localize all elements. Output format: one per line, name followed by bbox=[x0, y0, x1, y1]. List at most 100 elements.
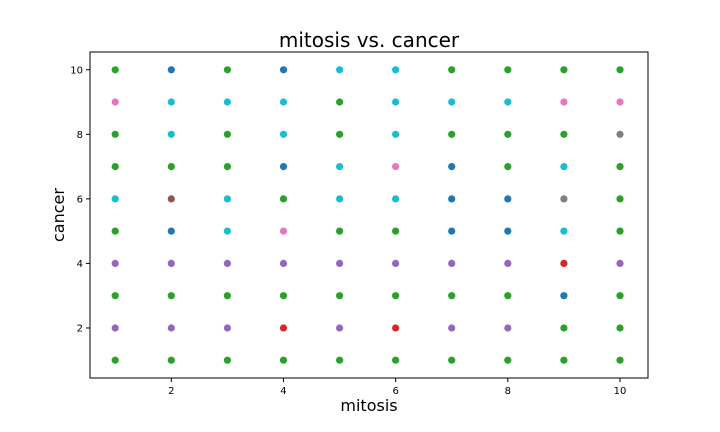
x-tick-label: 10 bbox=[614, 386, 627, 397]
x-tick-label: 8 bbox=[505, 386, 511, 397]
data-point-x8-y5 bbox=[504, 227, 512, 235]
data-point-x6-y2 bbox=[392, 324, 400, 332]
x-axis-ticks: 2 4 6 8 10 bbox=[168, 378, 626, 397]
data-point-x5-y3 bbox=[336, 292, 344, 300]
data-point-x3-y3 bbox=[223, 292, 231, 300]
data-point-x10-y8 bbox=[616, 130, 624, 138]
data-point-x5-y6 bbox=[336, 195, 344, 203]
data-point-x3-y5 bbox=[223, 227, 231, 235]
data-point-x9-y5 bbox=[560, 227, 568, 235]
y-tick-label: 2 bbox=[77, 323, 83, 334]
y-tick-label: 8 bbox=[77, 130, 83, 141]
y-tick-label: 4 bbox=[77, 259, 83, 270]
data-point-x1-y4 bbox=[111, 259, 119, 267]
data-point-x5-y9 bbox=[336, 98, 344, 106]
data-point-x6-y1 bbox=[392, 356, 400, 364]
data-point-x2-y6 bbox=[167, 195, 175, 203]
data-point-x10-y9 bbox=[616, 98, 624, 106]
x-tick-label: 4 bbox=[280, 386, 286, 397]
data-point-x4-y1 bbox=[279, 356, 288, 364]
data-point-x7-y4 bbox=[448, 259, 456, 267]
data-point-x3-y2 bbox=[223, 324, 231, 332]
data-point-x5-y4 bbox=[336, 259, 344, 267]
x-tick-label: 2 bbox=[168, 386, 174, 397]
data-point-x10-y1 bbox=[616, 356, 624, 364]
data-point-x1-y8 bbox=[111, 130, 119, 138]
data-point-x1-y6 bbox=[111, 195, 119, 203]
data-point-x4-y2 bbox=[279, 324, 288, 332]
data-point-x10-y10 bbox=[616, 66, 624, 74]
data-point-x10-y6 bbox=[616, 195, 624, 203]
data-point-x9-y3 bbox=[560, 292, 568, 300]
y-axis-ticks: 2 4 6 8 10 bbox=[70, 65, 90, 334]
data-point-x3-y9 bbox=[223, 98, 231, 106]
data-point-x7-y6 bbox=[448, 195, 456, 203]
data-point-x7-y8 bbox=[448, 130, 456, 138]
data-point-x7-y5 bbox=[448, 227, 456, 235]
data-point-x4-y4 bbox=[279, 259, 288, 267]
data-point-x2-y1 bbox=[167, 356, 175, 364]
data-point-x8-y9 bbox=[504, 98, 512, 106]
data-point-x1-y3 bbox=[111, 292, 119, 300]
y-tick-label: 10 bbox=[70, 65, 83, 76]
data-point-x10-y7 bbox=[616, 163, 624, 171]
data-point-x8-y8 bbox=[504, 130, 512, 138]
data-point-x6-y6 bbox=[392, 195, 400, 203]
data-point-x8-y1 bbox=[504, 356, 512, 364]
data-point-x7-y2 bbox=[448, 324, 456, 332]
data-point-x4-y7 bbox=[279, 163, 288, 171]
data-point-x1-y2 bbox=[111, 324, 119, 332]
data-point-x6-y3 bbox=[392, 292, 400, 300]
data-point-x9-y9 bbox=[560, 98, 568, 106]
data-point-x6-y8 bbox=[392, 130, 400, 138]
data-point-x3-y8 bbox=[223, 130, 231, 138]
data-point-x3-y6 bbox=[223, 195, 231, 203]
data-point-x10-y2 bbox=[616, 324, 624, 332]
data-point-x1-y7 bbox=[111, 163, 119, 171]
data-point-x10-y4 bbox=[616, 259, 624, 267]
data-point-x8-y2 bbox=[504, 324, 512, 332]
data-point-x7-y3 bbox=[448, 292, 456, 300]
data-point-x6-y4 bbox=[392, 259, 400, 267]
data-point-x4-y6 bbox=[279, 195, 288, 203]
data-point-x5-y7 bbox=[336, 163, 344, 171]
data-point-x4-y3 bbox=[279, 292, 288, 300]
data-point-x1-y10 bbox=[111, 66, 119, 74]
data-point-x3-y1 bbox=[223, 356, 231, 364]
data-point-x1-y9 bbox=[111, 98, 119, 106]
data-point-x8-y10 bbox=[504, 66, 512, 74]
x-tick-label: 6 bbox=[392, 386, 398, 397]
data-point-x6-y7 bbox=[392, 163, 400, 171]
data-point-x4-y8 bbox=[279, 130, 288, 138]
data-point-x7-y1 bbox=[448, 356, 456, 364]
data-point-x5-y2 bbox=[336, 324, 344, 332]
data-point-x7-y7 bbox=[448, 163, 456, 171]
data-point-x10-y3 bbox=[616, 292, 624, 300]
data-point-x2-y8 bbox=[167, 130, 175, 138]
data-point-x9-y4 bbox=[560, 259, 568, 267]
data-point-x3-y7 bbox=[223, 163, 231, 171]
plot-area bbox=[89, 51, 649, 379]
data-point-x5-y1 bbox=[336, 356, 344, 364]
y-axis-label: cancer bbox=[49, 188, 68, 242]
data-point-x5-y8 bbox=[336, 130, 344, 138]
data-point-x9-y6 bbox=[560, 195, 568, 203]
data-point-x7-y10 bbox=[448, 66, 456, 74]
data-point-x6-y5 bbox=[392, 227, 400, 235]
data-point-x3-y4 bbox=[223, 259, 231, 267]
data-point-x9-y2 bbox=[560, 324, 568, 332]
data-point-x8-y6 bbox=[504, 195, 512, 203]
data-point-x2-y10 bbox=[167, 66, 175, 74]
x-axis-label: mitosis bbox=[340, 396, 397, 415]
data-point-x2-y2 bbox=[167, 324, 175, 332]
data-point-x9-y10 bbox=[560, 66, 568, 74]
data-point-x7-y9 bbox=[448, 98, 456, 106]
y-tick-label: 6 bbox=[77, 194, 83, 205]
data-point-x4-y9 bbox=[279, 98, 288, 106]
data-point-x4-y10 bbox=[279, 66, 288, 74]
data-point-x8-y3 bbox=[504, 292, 512, 300]
data-point-x10-y5 bbox=[616, 227, 624, 235]
data-point-x5-y10 bbox=[336, 66, 344, 74]
data-point-x2-y4 bbox=[167, 259, 175, 267]
